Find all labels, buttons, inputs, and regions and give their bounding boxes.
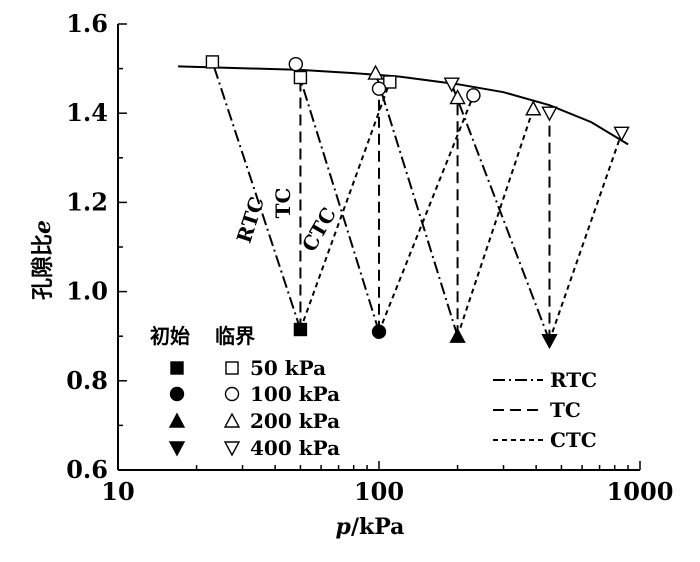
tick-labels: 10 100 1000 0.6 0.8 1.0 1.2 1.4 1.6 <box>66 9 673 506</box>
legend-critical-marker <box>223 441 241 457</box>
x-tick-label: 100 <box>354 477 404 506</box>
critical-point <box>383 75 397 89</box>
critical-point <box>293 70 308 85</box>
path-ctc <box>378 94 475 333</box>
legend-critical-marker <box>223 412 241 428</box>
x-axis-title: p/kPa <box>336 514 405 540</box>
x-tick-label: 1000 <box>607 477 674 506</box>
critical-point <box>525 100 542 116</box>
critical-point <box>613 126 630 142</box>
path-rtc <box>211 61 302 330</box>
y-axis-title-text: 孔隙比 <box>30 234 56 300</box>
path-ctc <box>456 108 535 337</box>
x-axis-title-var: p <box>336 514 352 540</box>
legend-header-initial: 初始 <box>150 324 190 348</box>
y-tick-label: 1.6 <box>66 9 108 38</box>
legend-header-critical: 临界 <box>215 324 255 348</box>
legend-critical-marker <box>224 386 240 402</box>
critical-point <box>371 81 387 96</box>
critical-point <box>541 106 558 122</box>
y-tick-label: 1.2 <box>66 187 108 216</box>
path-rtc <box>294 63 380 333</box>
marker-legend: 初始 临界 50 kPa 100 kPa 200 kPa 400 kPa <box>150 324 340 460</box>
legend-initial-marker <box>168 412 186 428</box>
critical-state-line-group <box>178 65 629 146</box>
initial-point <box>541 333 558 350</box>
initial-point <box>371 324 387 339</box>
path-rtc <box>374 72 459 337</box>
legend-marker-rows <box>168 361 241 457</box>
legend-line-label-rtc: RTC <box>550 368 597 392</box>
path-rtc <box>450 83 551 342</box>
stress-paths <box>211 61 623 342</box>
legend-line-label-tc: TC <box>550 398 581 422</box>
legend-line-label-ctc: CTC <box>550 428 597 452</box>
critical-point <box>443 77 460 93</box>
initial-point <box>293 322 308 337</box>
legend-label-50: 50 kPa <box>250 356 326 380</box>
legend-label-400: 400 kPa <box>250 436 340 460</box>
legend-label-100: 100 kPa <box>250 382 340 406</box>
x-tick-label: 10 <box>101 477 134 506</box>
path-label-ctc: CTC <box>297 203 341 255</box>
y-tick-label: 1.0 <box>66 277 108 306</box>
legend-initial-marker <box>169 386 185 402</box>
y-axis-title: 孔隙比e <box>30 220 56 300</box>
legend-label-200: 200 kPa <box>250 409 340 433</box>
legend-initial-marker <box>170 361 184 375</box>
critical-state-line <box>178 65 629 146</box>
critical-point <box>449 89 466 105</box>
data-markers <box>205 55 630 350</box>
x-axis-title-unit: /kPa <box>351 514 405 540</box>
critical-point <box>288 56 304 72</box>
line-legend: RTC TC CTC <box>493 368 597 452</box>
legend-critical-marker <box>225 361 239 375</box>
y-tick-label: 0.8 <box>66 366 108 395</box>
y-tick-label: 1.4 <box>66 98 108 127</box>
y-tick-label: 0.6 <box>66 455 108 484</box>
critical-point <box>367 64 384 80</box>
initial-point <box>449 327 466 343</box>
critical-point <box>466 88 481 103</box>
path-ctc <box>299 81 391 330</box>
ticks <box>117 23 641 471</box>
path-ctc <box>548 132 623 341</box>
critical-point <box>205 55 220 69</box>
path-label-tc: TC <box>271 188 295 219</box>
y-axis-title-var: e <box>30 220 56 234</box>
legend-initial-marker <box>168 441 186 457</box>
